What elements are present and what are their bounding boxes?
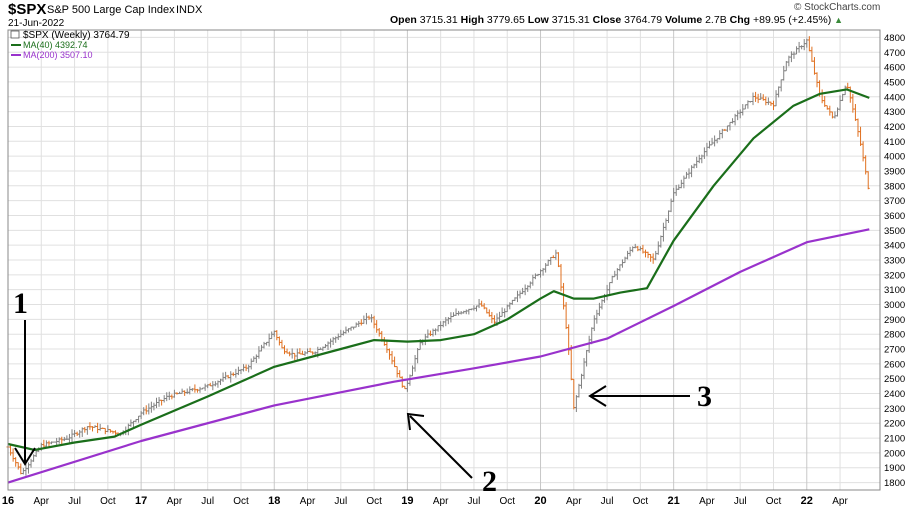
ohlc-bar: Open 3715.31 High 3779.65 Low 3715.31 Cl… [390, 14, 843, 26]
x-tick-label: Jul [201, 496, 214, 507]
moving-averages [7, 88, 870, 484]
annotation-2-arrow [409, 415, 473, 479]
grid-lines [7, 30, 880, 490]
x-tick-label: Jul [334, 496, 347, 507]
legend: $SPX (Weekly) 3764.79 MA(40) 4392.74 MA(… [10, 30, 130, 60]
y-tick-label: 3900 [884, 166, 905, 177]
y-tick-label: 4100 [884, 137, 905, 148]
x-tick-label: 22 [801, 495, 813, 507]
open-value: 3715.31 [419, 14, 458, 26]
x-tick-label: Apr [832, 496, 848, 507]
open-label: Open [390, 14, 417, 26]
x-tick-label: Apr [699, 496, 715, 507]
legend-ma40: MA(40) 4392.74 [23, 40, 88, 50]
y-tick-label: 2600 [884, 359, 905, 370]
x-tick-label: 16 [2, 495, 14, 507]
annotation-2-arrowhead [406, 412, 425, 431]
y-tick-label: 2700 [884, 345, 905, 356]
x-tick-label: Oct [366, 496, 382, 507]
annotation-1-arrowhead [14, 447, 36, 466]
ma40-line [7, 88, 870, 451]
chg-value: +89.95 (+2.45%) [752, 14, 832, 26]
date-label: 21-Jun-2022 [8, 18, 65, 29]
y-tick-label: 2800 [884, 330, 905, 341]
x-tick-label: Oct [233, 496, 249, 507]
y-tick-label: 4600 [884, 63, 905, 74]
chg-up-icon: ▲ [834, 15, 844, 25]
index-name: S&P 500 Large Cap Index [47, 4, 175, 16]
high-value: 3779.65 [486, 14, 525, 26]
volume-label: Volume [665, 14, 703, 26]
annotations: 1 2 3 [13, 287, 712, 498]
x-tick-label: Oct [766, 496, 782, 507]
x-tick-label: 19 [401, 495, 413, 507]
close-value: 3764.79 [624, 14, 663, 26]
y-tick-label: 1800 [884, 478, 905, 489]
legend-price: $SPX (Weekly) 3764.79 [23, 30, 130, 41]
x-tick-label: Apr [433, 496, 449, 507]
volume-value: 2.7B [705, 14, 727, 26]
x-tick-label: 21 [668, 495, 680, 507]
x-tick-label: 18 [268, 495, 280, 507]
x-tick-label: Oct [633, 496, 649, 507]
chg-label: Chg [729, 14, 751, 26]
x-tick-label: Oct [499, 496, 515, 507]
y-tick-label: 4700 [884, 48, 905, 59]
legend-ma200: MA(200) 3507.10 [23, 50, 93, 60]
high-label: High [460, 14, 484, 26]
y-tick-label: 4500 [884, 77, 905, 88]
plot-frame [7, 29, 881, 491]
y-tick-label: 3500 [884, 226, 905, 237]
brand-label: © StockCharts.com [794, 2, 881, 13]
y-tick-label: 3700 [884, 196, 905, 207]
y-tick-label: 4200 [884, 122, 905, 133]
y-tick-label: 2100 [884, 434, 905, 445]
y-tick-label: 3100 [884, 285, 905, 296]
y-tick-label: 4000 [884, 152, 905, 163]
y-tick-label: 1900 [884, 463, 905, 474]
axes: 1800 1900 2000 2100 2200 2300 2400 2500 2600 2700… [2, 33, 905, 507]
x-tick-label: Apr [167, 496, 183, 507]
x-tick-label: Apr [34, 496, 50, 507]
low-value: 3715.31 [551, 14, 590, 26]
symbol-label: $SPX [8, 1, 47, 18]
y-tick-label: 4400 [884, 92, 905, 103]
low-label: Low [527, 14, 549, 26]
y-tick-label: 2200 [884, 419, 905, 430]
x-tick-label: Jul [601, 496, 614, 507]
y-tick-label: 3200 [884, 270, 905, 281]
y-tick-label: 2500 [884, 374, 905, 385]
legend-price-swatch [10, 30, 20, 39]
annotation-3: 3 [697, 380, 712, 413]
y-tick-label: 3300 [884, 256, 905, 267]
y-tick-label: 3400 [884, 241, 905, 252]
y-tick-label: 3000 [884, 300, 905, 311]
x-tick-label: 17 [135, 495, 147, 507]
x-tick-label: Apr [300, 496, 316, 507]
x-tick-label: Jul [468, 496, 481, 507]
y-tick-label: 4300 [884, 107, 905, 118]
exchange-label: INDX [176, 4, 203, 16]
ma200-line [7, 228, 870, 484]
y-tick-label: 4800 [884, 33, 905, 44]
x-tick-label: Jul [734, 496, 747, 507]
annotation-3-arrowhead [588, 385, 607, 407]
x-tick-label: Jul [68, 496, 81, 507]
y-tick-label: 3600 [884, 211, 905, 222]
price-series [6, 36, 870, 476]
x-tick-label: Apr [566, 496, 582, 507]
y-tick-label: 3800 [884, 181, 905, 192]
annotation-2: 2 [482, 465, 497, 498]
close-label: Close [592, 14, 622, 26]
y-tick-label: 2300 [884, 404, 905, 415]
x-tick-label: 20 [534, 495, 546, 507]
y-tick-label: 2000 [884, 448, 905, 459]
annotation-1: 1 [13, 287, 28, 320]
x-tick-label: Oct [100, 496, 116, 507]
y-tick-label: 2400 [884, 389, 905, 400]
y-tick-label: 2900 [884, 315, 905, 326]
